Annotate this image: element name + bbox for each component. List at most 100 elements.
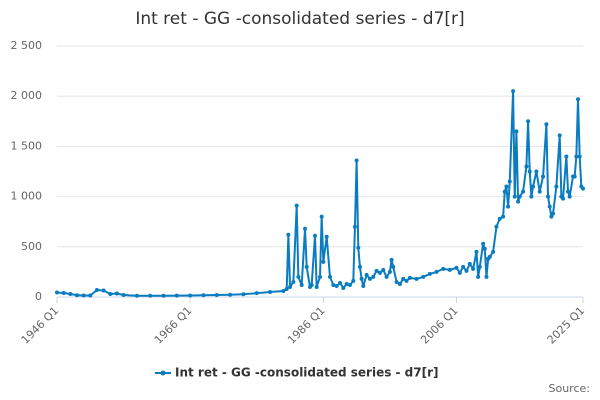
point	[566, 189, 571, 194]
point	[356, 245, 361, 250]
point	[544, 122, 549, 127]
point	[321, 259, 326, 264]
source-label: Source:	[549, 382, 591, 395]
point	[477, 264, 482, 269]
point	[228, 292, 233, 297]
x-tick-label: 2025 Q1	[545, 304, 588, 347]
point	[81, 293, 86, 298]
point	[534, 169, 539, 174]
point	[561, 196, 566, 201]
point	[529, 194, 534, 199]
point	[74, 293, 79, 298]
point	[572, 174, 577, 179]
point	[541, 174, 546, 179]
point	[88, 293, 93, 298]
point	[134, 293, 139, 298]
point	[148, 293, 153, 298]
point	[461, 264, 466, 269]
point	[254, 291, 259, 296]
point	[549, 214, 554, 219]
point	[547, 204, 552, 209]
point	[108, 291, 113, 296]
point	[491, 249, 496, 254]
point	[476, 274, 481, 279]
point	[201, 293, 206, 298]
point	[384, 274, 389, 279]
point	[414, 276, 419, 281]
point	[188, 293, 193, 298]
point	[576, 97, 581, 102]
point	[296, 274, 301, 279]
point	[567, 194, 572, 199]
point	[391, 264, 396, 269]
point	[61, 290, 66, 295]
point	[517, 194, 522, 199]
point	[577, 154, 582, 159]
point	[487, 254, 492, 259]
point	[506, 204, 511, 209]
x-tick-label: 2006 Q1	[418, 304, 461, 347]
point	[512, 194, 517, 199]
point	[352, 224, 357, 229]
point	[377, 270, 382, 275]
point	[319, 214, 324, 219]
point	[434, 269, 439, 274]
point	[404, 278, 409, 283]
point	[303, 226, 308, 231]
x-tick-label: 1986 Q1	[285, 304, 328, 347]
point	[421, 274, 426, 279]
point	[401, 276, 406, 281]
point	[507, 179, 512, 184]
point	[387, 269, 392, 274]
point	[341, 285, 346, 290]
point	[294, 203, 299, 208]
point	[557, 133, 562, 138]
y-tick-label: 2 500	[11, 39, 43, 52]
point	[214, 292, 219, 297]
point	[344, 281, 349, 286]
point	[494, 224, 499, 229]
point	[288, 284, 293, 289]
point	[331, 282, 336, 287]
point	[334, 283, 339, 288]
point	[327, 274, 332, 279]
point	[68, 291, 73, 296]
point	[537, 189, 542, 194]
point	[504, 184, 509, 189]
point	[364, 272, 369, 277]
point	[551, 211, 556, 216]
point	[471, 266, 476, 271]
point	[114, 291, 119, 296]
y-tick-label: 1 500	[11, 139, 43, 152]
point	[347, 282, 352, 287]
point	[309, 282, 314, 287]
point	[94, 287, 99, 292]
point	[324, 234, 329, 239]
point	[447, 267, 452, 272]
point	[514, 129, 519, 134]
point	[371, 274, 376, 279]
chart-title: Int ret - GG -consolidated series - d7[r…	[135, 9, 464, 29]
x-tick-label: 1946 Q1	[19, 304, 62, 347]
point	[564, 154, 569, 159]
point	[337, 280, 342, 285]
point	[454, 265, 459, 270]
point	[546, 194, 551, 199]
point	[359, 276, 364, 281]
point	[121, 292, 126, 297]
series-line	[56, 90, 584, 297]
point	[531, 184, 536, 189]
point	[281, 288, 286, 293]
point	[318, 274, 322, 279]
point	[467, 261, 472, 266]
point	[351, 278, 356, 283]
point	[367, 276, 372, 281]
point	[241, 292, 246, 297]
point	[284, 286, 289, 291]
point	[526, 119, 531, 124]
point	[299, 282, 304, 287]
point	[527, 169, 532, 174]
point	[397, 281, 402, 286]
point	[554, 184, 559, 189]
